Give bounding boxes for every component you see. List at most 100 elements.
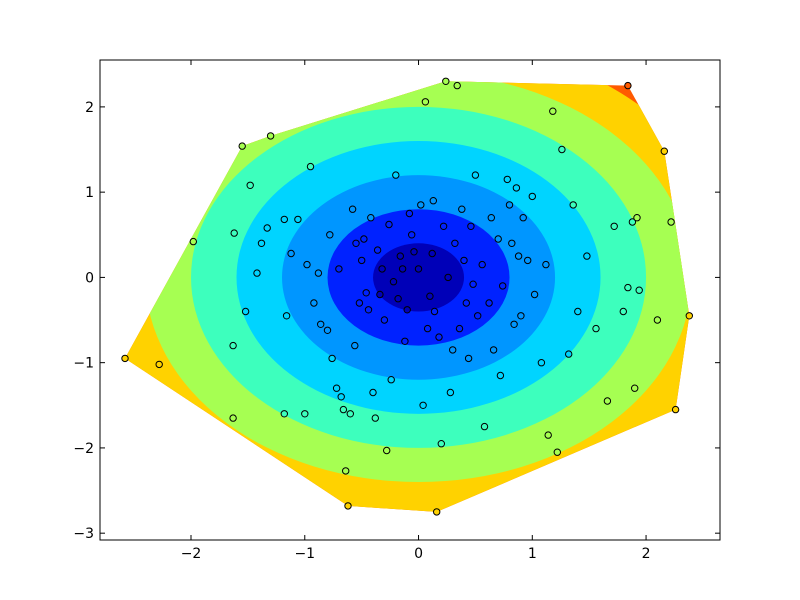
scatter-point	[474, 312, 482, 320]
scatter-point	[246, 181, 254, 190]
scatter-point	[414, 265, 423, 273]
scatter-point	[241, 307, 250, 316]
scatter-point	[453, 81, 461, 90]
scatter-point	[371, 414, 379, 422]
scatter-point	[428, 249, 436, 258]
scatter-point	[294, 215, 302, 224]
scatter-point	[385, 220, 393, 229]
scatter-point	[469, 280, 477, 288]
scatter-point	[282, 312, 291, 320]
scatter-point	[462, 299, 470, 307]
y-tick-label: 0	[85, 270, 94, 286]
scatter-point	[326, 231, 334, 239]
scatter-point	[394, 295, 402, 303]
scatter-point	[263, 224, 271, 232]
x-tick-label: 2	[642, 546, 651, 562]
scatter-points	[121, 77, 693, 516]
scatter-point	[380, 316, 389, 324]
scatter-point	[373, 246, 382, 254]
y-tick-label: 2	[85, 100, 94, 116]
scatter-point	[528, 192, 536, 201]
scatter-point	[396, 252, 404, 260]
scatter-point	[364, 306, 373, 314]
scatter-point	[419, 401, 427, 409]
scatter-point	[455, 324, 464, 333]
scatter-point	[494, 235, 502, 243]
scatter-point	[367, 214, 375, 222]
scatter-point	[280, 410, 288, 418]
scatter-point	[549, 107, 557, 115]
scatter-point	[487, 214, 495, 222]
contour-bands	[125, 81, 690, 512]
scatter-point	[369, 388, 377, 397]
x-axis-ticks: −2 −1 0 1 2	[181, 60, 651, 562]
scatter-point	[565, 350, 573, 358]
scatter-point	[592, 324, 600, 333]
scatter-point	[352, 239, 360, 248]
scatter-point	[471, 171, 480, 179]
scatter-point	[433, 508, 441, 516]
scatter-point	[437, 440, 445, 448]
scatter-point	[314, 269, 323, 277]
scatter-point	[328, 354, 336, 363]
scatter-point	[230, 229, 238, 237]
scatter-point	[342, 467, 350, 475]
scatter-point	[667, 218, 675, 226]
scatter-point	[303, 260, 311, 269]
scatter-point	[257, 239, 266, 248]
scatter-point	[383, 446, 391, 455]
scatter-point	[449, 346, 457, 354]
scatter-point	[417, 201, 425, 209]
scatter-point	[451, 239, 459, 248]
scatter-point	[464, 354, 473, 363]
scatter-point	[287, 249, 295, 258]
scatter-point	[510, 320, 518, 328]
scatter-point	[355, 299, 364, 307]
scatter-point	[189, 237, 198, 246]
scatter-point	[392, 171, 400, 179]
scatter-point	[155, 360, 163, 369]
scatter-point	[266, 132, 275, 140]
scatter-point	[619, 307, 627, 316]
scatter-point	[301, 410, 309, 418]
scatter-point	[332, 384, 341, 392]
scatter-point	[398, 265, 407, 273]
scatter-point	[478, 260, 486, 269]
scatter-point	[467, 222, 475, 231]
contour-fill-group	[125, 81, 690, 512]
scatter-point	[628, 218, 637, 226]
scatter-point	[442, 77, 450, 86]
scatter-point	[405, 209, 414, 218]
scatter-point	[253, 269, 261, 277]
scatter-point	[421, 98, 430, 106]
scatter-point	[378, 265, 386, 273]
y-tick-label: −3	[73, 526, 94, 542]
scatter-point	[519, 214, 527, 222]
scatter-point	[553, 448, 561, 456]
scatter-point	[505, 201, 514, 209]
scatter-point	[339, 405, 348, 414]
scatter-point	[458, 205, 466, 213]
scatter-point	[514, 252, 523, 260]
scatter-point	[401, 337, 409, 345]
y-tick-label: −1	[73, 356, 94, 372]
scatter-point	[569, 201, 577, 209]
scatter-point	[653, 316, 662, 324]
x-tick-label: 0	[414, 546, 423, 562]
scatter-point	[403, 306, 411, 314]
scatter-point	[310, 299, 318, 307]
scatter-point	[660, 147, 668, 155]
scatter-point	[446, 388, 455, 397]
scatter-point	[485, 299, 493, 307]
scatter-point	[558, 145, 566, 154]
scatter-point	[517, 312, 525, 320]
scatter-point	[685, 312, 693, 320]
scatter-point	[624, 81, 632, 90]
scatter-point	[603, 397, 612, 405]
scatter-point	[480, 422, 489, 431]
scatter-point	[351, 341, 359, 350]
scatter-point	[537, 359, 546, 367]
scatter-point	[583, 252, 591, 260]
scatter-point	[489, 346, 498, 354]
x-tick-label: −2	[181, 546, 202, 562]
